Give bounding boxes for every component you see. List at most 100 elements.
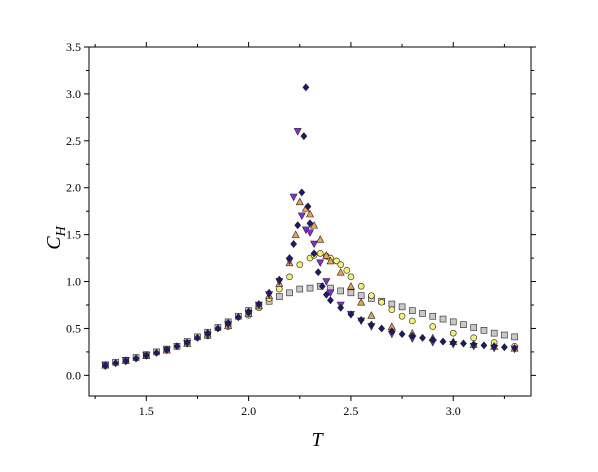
data-point [460, 339, 467, 348]
data-point [295, 197, 304, 206]
data-point [318, 282, 326, 291]
data-point [204, 329, 212, 338]
data-point [460, 321, 467, 328]
data-point [265, 288, 273, 297]
data-point [409, 307, 416, 314]
data-point [316, 235, 325, 243]
data-point [337, 261, 344, 268]
x-tick-label: 3.0 [446, 404, 461, 418]
data-point [408, 331, 416, 340]
data-point [314, 268, 322, 277]
data-point [357, 316, 365, 324]
y-tick-label: 3.5 [66, 40, 81, 54]
y-axis-title-main: C [43, 236, 65, 250]
data-point [490, 329, 498, 337]
data-point [300, 132, 308, 141]
data-point [429, 335, 437, 344]
y-tick-label: 0.0 [66, 368, 81, 382]
data-point [343, 266, 351, 274]
data-point [286, 289, 293, 297]
data-point [183, 338, 191, 347]
data-point [429, 323, 437, 330]
data-point [142, 351, 150, 360]
data-point [306, 219, 314, 228]
data-point [276, 293, 283, 300]
y-tick-label: 2.0 [66, 181, 81, 195]
data-point [310, 240, 319, 249]
data-point [153, 348, 160, 357]
data-point [322, 251, 331, 259]
y-axis-title-subscript: H [54, 225, 69, 237]
data-point [333, 257, 340, 265]
data-point [276, 285, 283, 293]
x-axis-title: T [311, 429, 324, 451]
x-tick-label: 2.5 [343, 404, 358, 418]
data-point [290, 240, 298, 248]
data-point [304, 202, 312, 211]
y-tick-label: 1.0 [66, 275, 81, 289]
data-point [346, 282, 355, 290]
x-tick-label: 1.5 [139, 404, 154, 418]
data-point [316, 259, 325, 267]
data-point [367, 320, 375, 329]
plot-frame [88, 46, 532, 397]
data-point [398, 330, 406, 339]
data-point [322, 290, 330, 299]
data-point [388, 306, 396, 313]
y-tick-label: 2.5 [66, 134, 81, 148]
data-point [378, 324, 386, 333]
data-point [298, 188, 306, 197]
data-point [255, 300, 263, 309]
data-point [132, 354, 140, 363]
data-point [449, 329, 457, 337]
data-point [470, 334, 478, 342]
data-point [357, 282, 365, 290]
data-point [194, 333, 201, 342]
y-axis-title: CH [43, 225, 69, 249]
data-point [501, 331, 508, 339]
data-point [347, 289, 355, 297]
data-point [322, 278, 331, 286]
data-point [286, 254, 293, 263]
data-point [347, 310, 355, 319]
x-tick-label: 2.0 [241, 404, 256, 418]
svg-text:CH: CH [43, 225, 69, 249]
data-point [439, 337, 447, 346]
data-point [296, 285, 304, 293]
data-point [286, 273, 293, 281]
y-tick-label: 0.5 [66, 321, 81, 335]
data-point [101, 362, 109, 370]
data-point [245, 307, 253, 316]
data-point [293, 128, 302, 136]
data-point [302, 83, 310, 92]
data-point [449, 318, 457, 326]
data-point [326, 256, 335, 265]
y-tick-label: 3.0 [66, 87, 81, 101]
data-point [310, 249, 318, 258]
data-point [470, 340, 478, 349]
series-diamond [101, 83, 519, 370]
data-point [378, 298, 385, 306]
data-point [173, 342, 181, 351]
data-point [289, 193, 298, 202]
data-point [419, 310, 426, 317]
data-point [305, 229, 315, 237]
data-point [409, 317, 416, 325]
data-point [327, 296, 334, 305]
data-point [357, 292, 365, 299]
data-point [291, 230, 300, 238]
data-point [326, 289, 335, 297]
data-point [112, 359, 119, 368]
data-point [511, 344, 519, 353]
data-point [501, 343, 508, 352]
data-point [439, 315, 447, 323]
data-point [305, 209, 315, 218]
y-tick-label: 1.5 [66, 228, 81, 242]
data-point [398, 303, 406, 311]
data-point [398, 312, 406, 320]
data-point [234, 313, 242, 322]
data-point [297, 212, 306, 221]
data-point [122, 357, 130, 366]
data-point [296, 261, 304, 268]
